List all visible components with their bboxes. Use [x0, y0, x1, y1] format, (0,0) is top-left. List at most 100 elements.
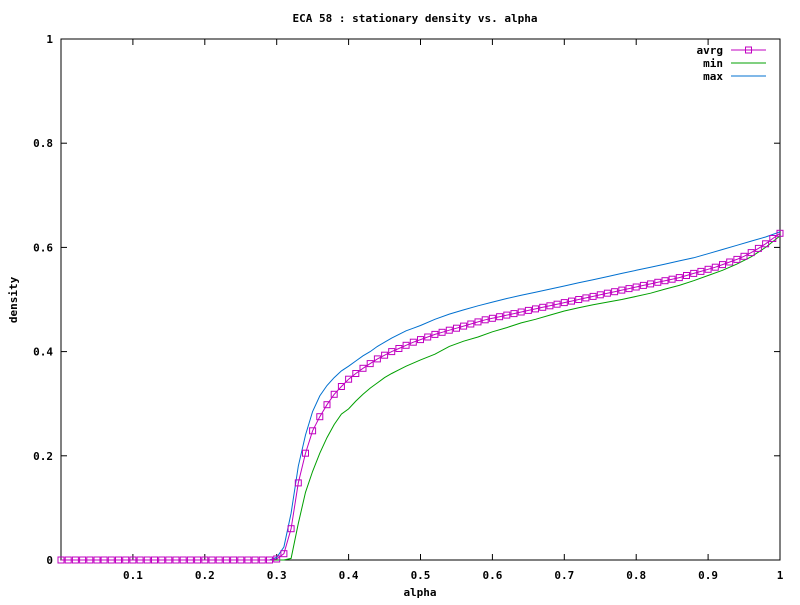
data-point-avrg: [107, 556, 115, 564]
data-point-avrg: [697, 267, 705, 275]
data-point-avrg: [309, 427, 317, 435]
data-point-avrg: [632, 283, 640, 291]
data-point-avrg: [151, 556, 158, 564]
y-tick-label: 0.2: [33, 450, 53, 463]
data-point-avrg: [625, 285, 633, 293]
plot-frame: [60, 38, 781, 561]
data-point-avrg: [381, 351, 389, 359]
data-point-avrg: [409, 338, 417, 346]
data-point-avrg: [762, 240, 770, 248]
data-point-avrg: [596, 291, 604, 299]
data-point-avrg: [668, 275, 676, 283]
data-point-avrg: [222, 556, 230, 564]
series-line-avrg: [61, 232, 781, 561]
data-point-avrg: [266, 556, 273, 564]
data-point-avrg: [546, 302, 554, 310]
data-point-avrg: [93, 556, 101, 564]
data-point-avrg: [524, 306, 532, 314]
y-axis-label: density: [7, 276, 20, 323]
data-point-avrg: [438, 328, 446, 336]
data-point-avrg: [179, 556, 187, 564]
y-tick-label: 0.4: [33, 346, 53, 359]
data-point-avrg: [575, 296, 583, 303]
data-point-avrg: [215, 556, 223, 564]
data-point-avrg: [316, 413, 324, 421]
legend-label: max: [703, 70, 723, 83]
data-point-avrg: [553, 300, 561, 308]
data-point-avrg: [568, 297, 575, 305]
data-point-avrg: [129, 556, 137, 564]
data-point-avrg: [719, 261, 726, 269]
data-point-avrg: [302, 449, 309, 457]
data-point-avrg: [251, 556, 259, 564]
data-point-avrg: [481, 316, 489, 324]
data-point-avrg: [100, 556, 108, 564]
data-point-avrg: [503, 311, 511, 319]
data-point-avrg: [711, 263, 719, 271]
chart-title: ECA 58 : stationary density vs. alpha: [292, 12, 537, 25]
data-point-avrg: [244, 556, 252, 564]
data-point-avrg: [258, 556, 266, 564]
series-line-max: [61, 231, 781, 561]
data-point-avrg: [395, 345, 403, 352]
data-point-avrg: [769, 235, 777, 242]
data-point-avrg: [496, 313, 504, 321]
data-point-avrg: [294, 479, 302, 487]
data-point-avrg: [424, 333, 432, 341]
data-point-avrg: [654, 278, 662, 286]
data-point-avrg: [352, 370, 360, 377]
data-point-avrg: [726, 258, 734, 266]
data-point-avrg: [647, 280, 655, 288]
data-point-avrg: [754, 244, 762, 252]
data-point-avrg: [460, 322, 468, 330]
x-tick-label: 0.3: [267, 569, 287, 582]
series-line-min: [61, 235, 781, 561]
data-point-avrg: [453, 324, 460, 332]
data-point-avrg: [603, 289, 611, 297]
data-point-avrg: [71, 556, 79, 564]
x-tick-label: 1: [777, 569, 784, 582]
data-point-avrg: [417, 336, 424, 344]
data-point-avrg: [79, 556, 87, 564]
x-tick-label: 0.1: [123, 569, 143, 582]
data-point-avrg: [510, 310, 518, 318]
data-point-avrg: [323, 401, 331, 409]
data-point-avrg: [661, 277, 669, 285]
data-point-avrg: [618, 286, 626, 294]
data-point-avrg: [704, 265, 712, 273]
x-tick-label: 0.6: [482, 569, 502, 582]
data-point-avrg: [690, 269, 698, 277]
data-point-avrg: [237, 556, 245, 564]
data-point-avrg: [683, 272, 690, 279]
data-point-avrg: [733, 255, 741, 263]
data-point-avrg: [747, 249, 755, 257]
legend-label: min: [703, 57, 723, 70]
legend-marker-avrg: [745, 46, 752, 54]
series-layer: [57, 229, 784, 564]
data-point-avrg: [143, 556, 151, 564]
data-point-avrg: [287, 525, 295, 533]
data-point-avrg: [467, 320, 475, 328]
data-point-avrg: [115, 556, 122, 564]
data-point-avrg: [337, 383, 345, 390]
data-point-avrg: [194, 556, 202, 564]
x-axis: 0.1 0.2 0.3 0.4 0.5 0.6 0.7 0.8 0.9 1: [123, 39, 784, 582]
data-point-avrg: [172, 556, 180, 564]
data-point-avrg: [539, 303, 547, 311]
x-tick-label: 0.4: [339, 569, 359, 582]
data-point-avrg: [165, 556, 173, 564]
x-tick-label: 0.2: [195, 569, 215, 582]
y-tick-label: 0.6: [33, 241, 53, 254]
x-tick-label: 0.8: [626, 569, 646, 582]
data-point-avrg: [589, 292, 597, 300]
data-point-avrg: [560, 299, 568, 307]
data-point-avrg: [201, 556, 209, 564]
data-point-avrg: [230, 556, 238, 564]
data-point-avrg: [740, 252, 748, 260]
data-point-avrg: [280, 550, 288, 558]
data-point-avrg: [208, 556, 216, 564]
data-point-avrg: [582, 294, 590, 302]
